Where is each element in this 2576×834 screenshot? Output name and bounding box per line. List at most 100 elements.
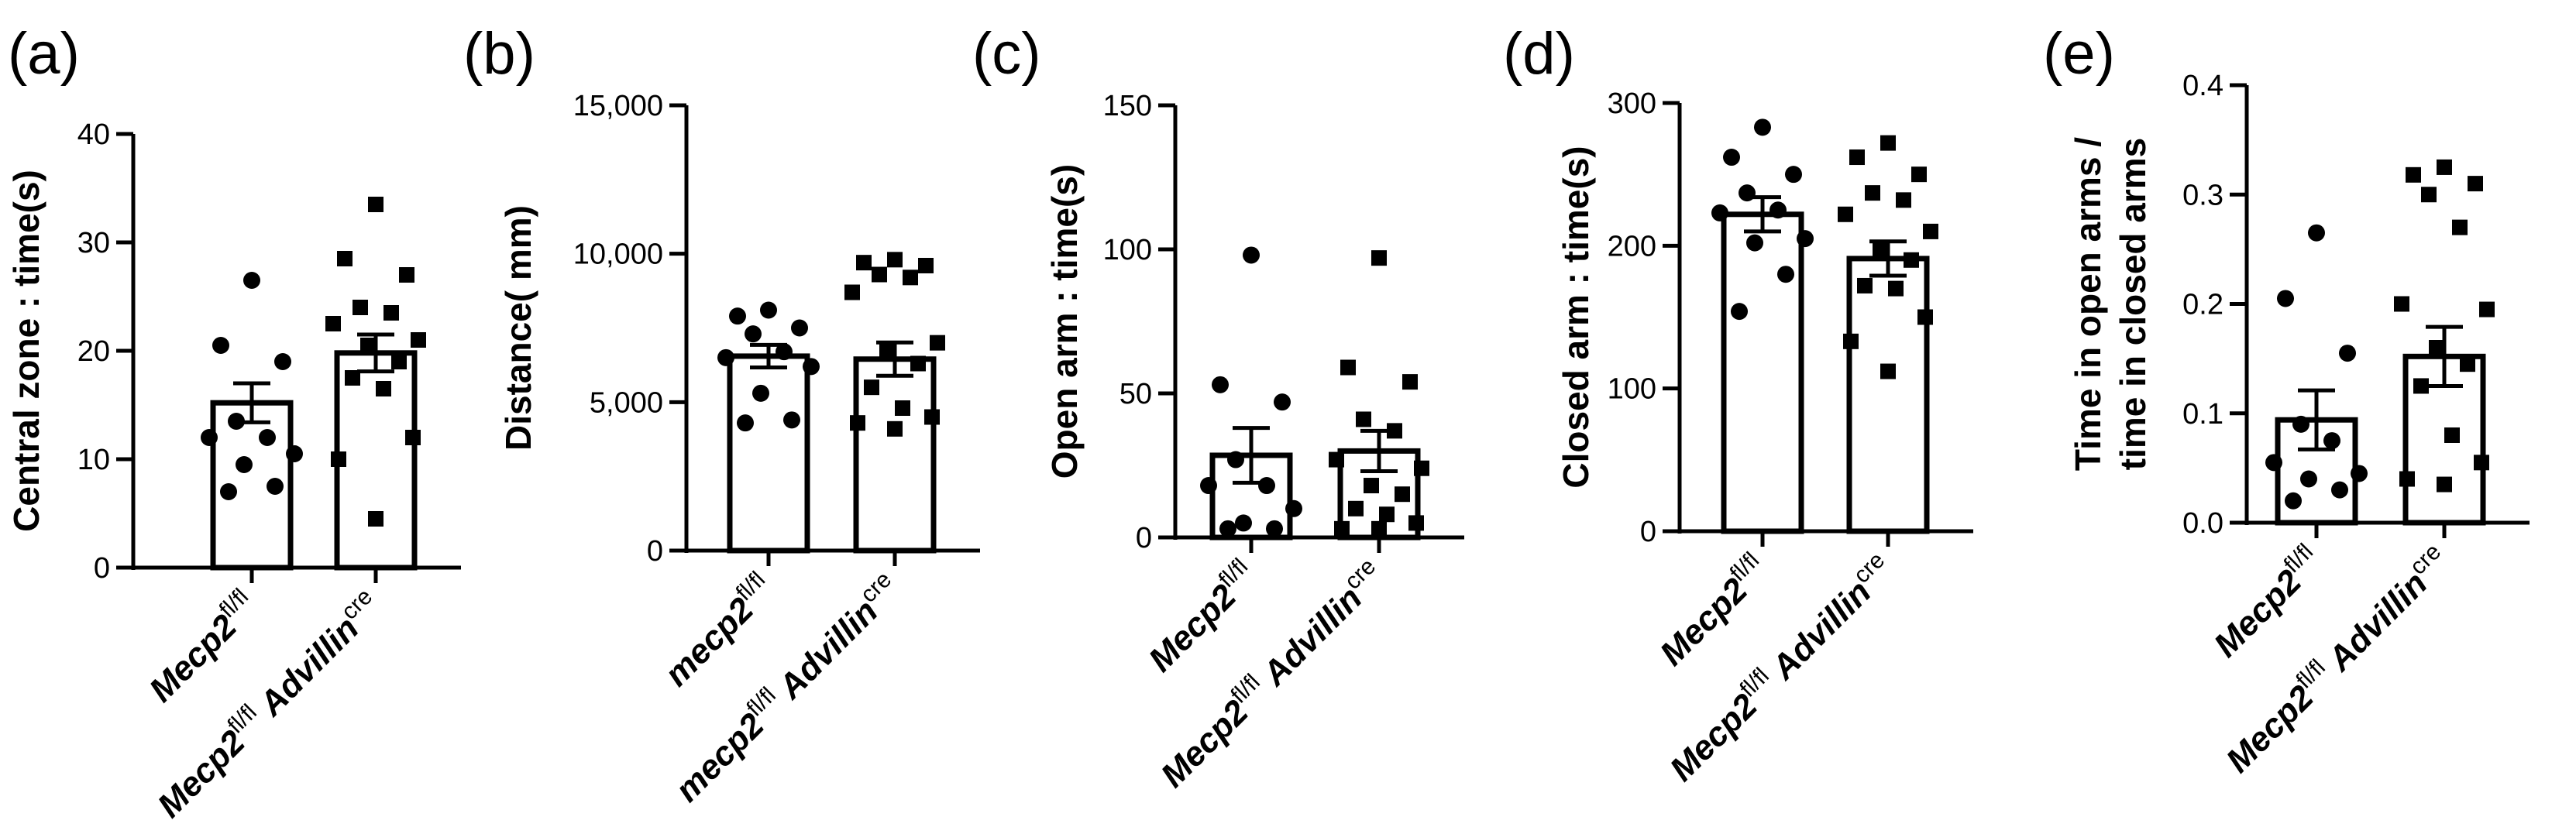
data-point	[2437, 159, 2452, 175]
x-tick-label: Mecp2fl/fl	[2204, 539, 2330, 664]
y-tick-label: 0.2	[2182, 289, 2223, 321]
data-point	[1731, 303, 1748, 321]
data-point	[1334, 520, 1350, 537]
y-axis-title: Open arm : time(s)	[1044, 164, 1085, 479]
data-point	[411, 332, 426, 348]
data-point	[1414, 460, 1429, 476]
data-point	[1723, 149, 1740, 166]
data-point	[286, 445, 303, 462]
data-point	[1348, 500, 1364, 517]
data-point	[1235, 514, 1252, 532]
x-tick-label: Mecp2fl/fl Advillincre	[1151, 554, 1392, 795]
y-tick-label: 100	[1103, 234, 1152, 266]
y-axis-title: time in closed arms	[2113, 138, 2153, 471]
data-point	[353, 300, 368, 315]
y-tick-label: 20	[77, 335, 110, 368]
chart-panel-5: (e) 0.0 0.1 0.2 0.3 0.4 Time in open arms / tim…	[2043, 21, 2530, 780]
panel-letter: (a)	[8, 21, 80, 87]
data-point	[368, 511, 383, 527]
data-point	[2339, 345, 2356, 362]
data-point	[903, 269, 918, 286]
data-point	[1243, 246, 1260, 264]
y-tick-label: 0	[94, 552, 110, 585]
y-axis-title: Closed arm : time(s)	[1556, 146, 1596, 488]
y-tick-label: 15,000	[573, 90, 663, 122]
data-point	[1880, 135, 1896, 151]
data-point	[2474, 455, 2489, 471]
data-point	[243, 272, 260, 289]
data-point	[201, 429, 218, 446]
data-point	[1838, 206, 1853, 222]
panel-letter: (b)	[463, 21, 535, 87]
data-point	[2285, 492, 2302, 510]
data-point	[918, 258, 934, 273]
data-point	[729, 307, 746, 325]
bar	[1846, 256, 1930, 534]
data-point	[1797, 230, 1814, 248]
data-point	[924, 409, 940, 425]
data-point	[1849, 149, 1865, 166]
y-tick-label: 40	[77, 118, 110, 151]
data-point	[850, 415, 865, 431]
x-tick-label: mecp2fl/fl Advillincre	[665, 567, 908, 809]
data-point	[368, 197, 383, 212]
data-point	[1865, 185, 1880, 201]
data-point	[274, 353, 291, 370]
data-point	[2351, 465, 2368, 482]
data-point	[783, 411, 800, 429]
data-point	[1379, 506, 1395, 523]
data-point	[2300, 470, 2317, 488]
y-tick-label: 0	[647, 535, 663, 568]
data-point	[1200, 477, 1217, 495]
data-point	[2444, 427, 2460, 443]
data-point	[1873, 241, 1888, 257]
data-point	[1285, 499, 1302, 517]
data-point	[383, 305, 399, 321]
y-tick-label: 0	[1136, 522, 1152, 554]
data-point	[930, 335, 945, 351]
data-point	[2277, 290, 2294, 307]
y-tick-label: 0.1	[2182, 398, 2223, 431]
data-point	[910, 355, 926, 372]
data-point	[717, 348, 734, 366]
y-axis-title: Time in open arms /	[2068, 137, 2108, 471]
y-tick-label: 300	[1608, 88, 1656, 120]
data-point	[2421, 187, 2437, 203]
data-point	[337, 251, 353, 266]
data-point	[391, 354, 407, 369]
data-point	[2468, 176, 2483, 192]
data-point	[1923, 223, 1938, 239]
y-tick-label: 0	[1640, 516, 1656, 548]
y-tick-label: 200	[1608, 230, 1656, 263]
y-tick-label: 0.3	[2182, 179, 2223, 211]
data-point	[325, 316, 341, 331]
data-point	[1356, 411, 1371, 427]
data-point	[2323, 432, 2340, 450]
y-tick-label: 50	[1119, 378, 1152, 410]
data-point	[872, 266, 887, 283]
x-tick-label: Mecp2fl/fl	[1650, 547, 1776, 673]
data-point	[1258, 477, 1275, 495]
data-point	[887, 420, 903, 437]
data-point	[2413, 378, 2429, 394]
x-tick-label: Mecp2fl/fl Advillincre	[2217, 539, 2457, 780]
data-point	[1739, 184, 1756, 202]
data-point	[345, 370, 360, 386]
data-point	[1227, 451, 1244, 468]
data-point	[259, 429, 276, 446]
data-point	[1769, 201, 1787, 219]
data-point	[2265, 454, 2282, 472]
data-point	[1364, 478, 1379, 494]
data-point	[2292, 415, 2309, 433]
data-point	[1395, 486, 1410, 503]
data-point	[752, 384, 769, 402]
data-point	[236, 456, 253, 473]
data-point	[1843, 333, 1859, 349]
x-tick-label: Mecp2fl/fl Advillincre	[1660, 547, 1901, 788]
y-tick-label: 30	[77, 227, 110, 259]
x-tick-label: Mecp2fl/fl	[1139, 554, 1264, 679]
data-point	[1917, 309, 1933, 325]
data-point	[1880, 363, 1896, 379]
data-point	[220, 483, 237, 500]
data-point	[1219, 520, 1236, 537]
